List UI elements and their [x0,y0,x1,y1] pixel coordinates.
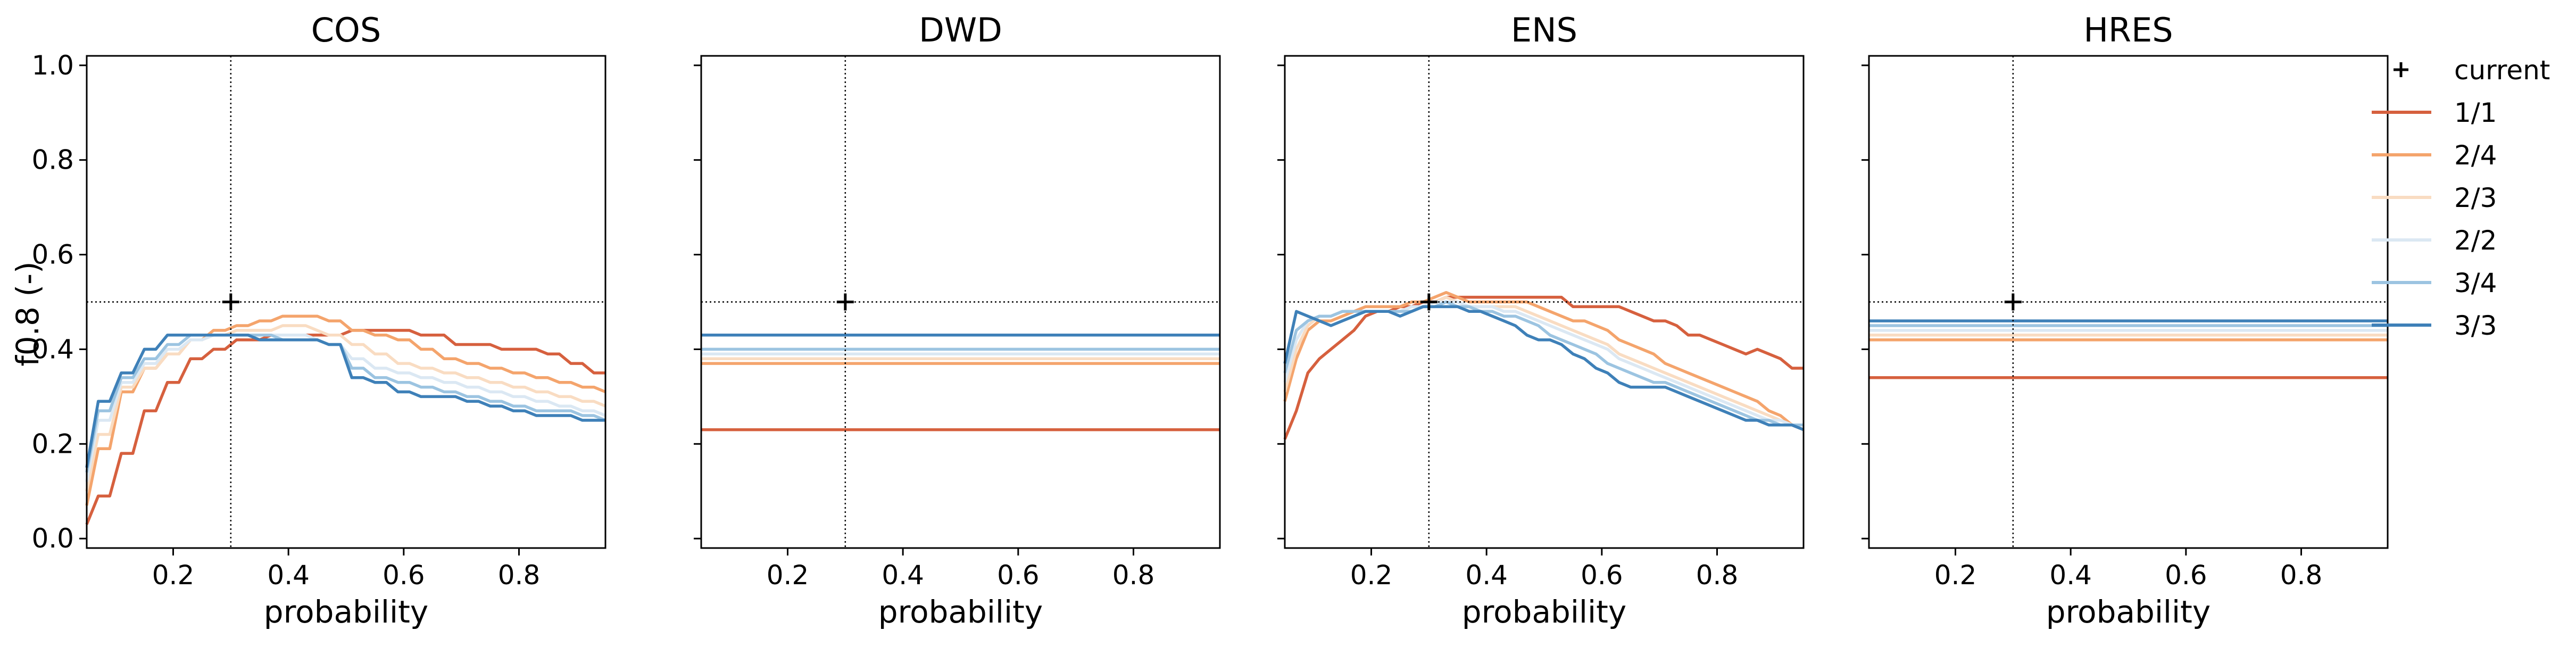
panel-dwd: DWD 0.2 0.4 0.6 0.8 probability [694,11,1221,630]
legend-label: 3/4 [2454,268,2497,298]
legend: current 1/1 2/4 2/3 2/2 3/4 3/3 [2372,55,2550,341]
x-tick-label: 0.4 [1465,560,1508,591]
series-line-2-of-4 [1283,291,1805,432]
legend-item-1-of-1: 1/1 [2372,97,2497,128]
plot-frame [700,55,1221,549]
series-line-2-of-3 [85,324,606,492]
legend-label: current [2454,55,2550,86]
plot-frame [1868,55,2389,549]
series-line-3-of-3 [85,334,605,468]
y-tick-label: 0.8 [31,145,74,176]
legend-label: 2/3 [2454,183,2497,213]
x-tick-label: 0.2 [1934,560,1977,591]
x-tick-label: 0.4 [267,560,310,591]
y-tick-label: 0.6 [31,239,74,270]
x-tick-label: 0.6 [2165,560,2207,591]
x-axis-label: probability [264,594,428,630]
x-tick-label: 0.2 [767,560,809,591]
plot-frame [1284,55,1805,549]
series-line-3-of-4 [85,334,606,473]
panel-hres: HRES 0.2 0.4 0.6 0.8 probability [1862,11,2389,630]
x-tick-label: 0.8 [498,560,541,591]
x-tick-label: 0.2 [1350,560,1393,591]
y-tick-label: 0.0 [31,523,74,554]
legend-item-2-of-3: 2/3 [2372,183,2497,213]
x-tick-label: 0.4 [882,560,924,591]
series-line-2-of-2 [85,334,606,483]
legend-item-2-of-4: 2/4 [2372,140,2497,171]
legend-item-3-of-3: 3/3 [2372,310,2497,341]
x-axis-label: probability [2046,594,2211,630]
legend-item-3-of-4: 3/4 [2372,268,2497,298]
legend-label: 1/1 [2454,97,2497,128]
series-line-1-of-1 [1283,295,1804,440]
legend-label: 2/2 [2454,225,2497,256]
plot-frame [86,55,606,549]
x-tick-label: 0.2 [152,560,195,591]
y-axis-label: f0.8 (-) [10,261,46,366]
panel-title: HRES [2083,11,2173,49]
x-tick-label: 0.8 [1112,560,1155,591]
x-tick-label: 0.8 [2280,560,2323,591]
y-tick-label: 0.4 [31,334,74,364]
current-marker [2004,293,2022,311]
legend-item-2-of-2: 2/2 [2372,225,2497,256]
x-axis-label: probability [878,594,1043,630]
panel-title: DWD [919,11,1002,49]
legend-label: 3/3 [2454,310,2497,341]
x-tick-label: 0.6 [1581,560,1623,591]
current-marker [1420,293,1437,311]
panel-title: ENS [1511,11,1577,49]
current-marker [222,293,239,311]
y-tick-label: 1.0 [31,50,74,81]
x-tick-label: 0.6 [997,560,1040,591]
series-line-1-of-1 [85,329,605,525]
panel-title: COS [311,11,381,49]
panel-ens: ENS 0.2 0.4 0.6 0.8 probability [1277,11,1805,630]
legend-label: 2/4 [2454,140,2497,171]
panel-cos: COS 0.2 0.4 0.6 0.8 0.0 0.2 0.4 0.6 0.8 1.0 probabi… [31,11,606,630]
x-tick-label: 0.6 [383,560,425,591]
y-tick-label: 0.2 [31,428,74,459]
x-axis-label: probability [1462,594,1626,630]
series-line-3-of-3 [1283,305,1805,432]
x-tick-label: 0.4 [2049,560,2092,591]
current-marker [836,293,854,311]
x-tick-label: 0.8 [1696,560,1739,591]
legend-item-current: current [2394,55,2550,86]
